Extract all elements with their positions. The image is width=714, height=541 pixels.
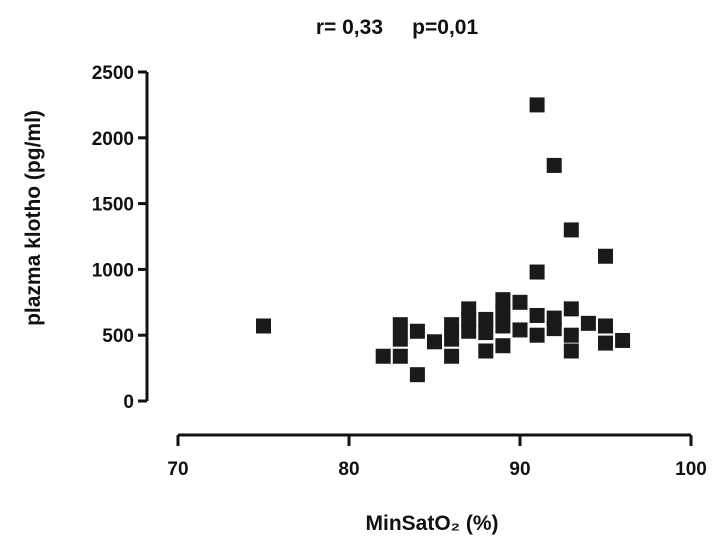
data-point [598, 335, 613, 351]
x-tick-label: 100 [675, 459, 707, 480]
data-point [478, 343, 494, 359]
x-axis: 70 80 90 100 [167, 433, 707, 480]
data-point [392, 317, 408, 333]
data-point [615, 332, 631, 348]
data-point [495, 318, 511, 334]
data-point [546, 157, 562, 173]
data-point [529, 327, 545, 343]
data-point [563, 222, 579, 238]
data-point [529, 307, 545, 323]
data-point [256, 318, 271, 334]
data-point [427, 334, 442, 350]
data-point [512, 294, 528, 310]
data-point [461, 323, 477, 339]
data-point [580, 315, 596, 331]
x-tick-label: 70 [167, 459, 188, 480]
data-point [444, 331, 460, 347]
data-point [598, 318, 613, 334]
data-point [478, 325, 494, 341]
data-point [563, 301, 579, 317]
data-point [512, 322, 528, 338]
chart-title: r= 0,33 p=0,01 [316, 16, 479, 39]
y-tick-label: 0 [123, 392, 134, 413]
data-point [444, 317, 460, 333]
data-point [392, 331, 408, 347]
data-points [256, 97, 631, 383]
data-point [529, 264, 545, 280]
data-point [495, 304, 511, 320]
data-point [598, 248, 613, 264]
x-tick-label: 90 [509, 459, 530, 480]
x-axis-label: MinSatO₂ (%) [366, 512, 499, 535]
data-point [444, 348, 460, 364]
x-tick-label: 80 [338, 459, 359, 480]
data-point [409, 367, 425, 383]
data-point [392, 348, 408, 364]
data-point [546, 310, 562, 326]
data-point [478, 311, 494, 327]
data-point [495, 292, 511, 308]
data-point [409, 323, 425, 339]
data-point [563, 343, 579, 359]
y-tick-label: 1000 [92, 260, 134, 281]
data-point [495, 338, 511, 354]
y-tick-label: 2500 [92, 63, 134, 84]
y-tick-label: 2000 [92, 129, 134, 150]
data-point [461, 301, 477, 317]
data-point [563, 327, 579, 343]
data-point [375, 348, 391, 364]
x-ticks: 70 80 90 100 [167, 435, 707, 480]
y-axis: 0 500 1000 1500 2000 2500 [92, 63, 149, 413]
data-point [529, 97, 545, 113]
y-tick-label: 500 [102, 326, 134, 347]
y-tick-label: 1500 [92, 195, 134, 216]
y-ticks: 0 500 1000 1500 2000 2500 [92, 63, 147, 413]
y-axis-label: plazma klotho (pg/ml) [22, 110, 45, 326]
